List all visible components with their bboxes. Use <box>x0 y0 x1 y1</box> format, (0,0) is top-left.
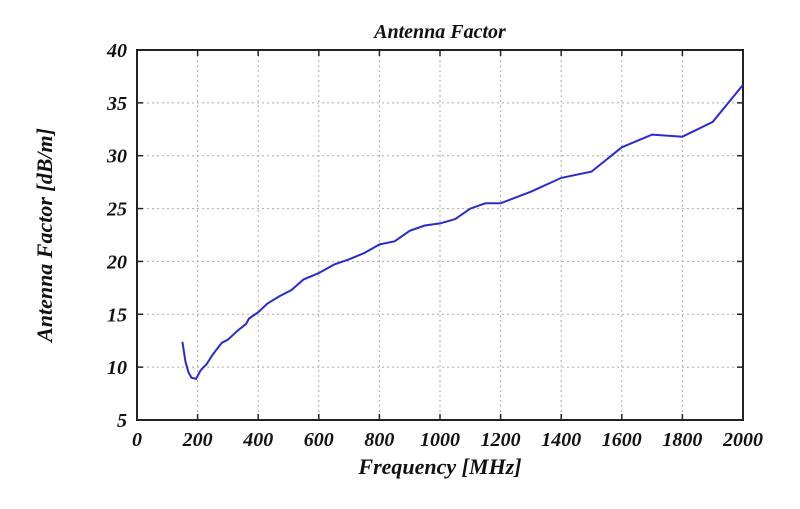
y-tick-label: 15 <box>107 304 127 326</box>
y-tick-label: 5 <box>117 410 127 432</box>
y-tick-label: 25 <box>106 199 127 221</box>
x-tick-label: 1000 <box>420 429 460 451</box>
y-tick-label: 20 <box>106 251 127 273</box>
x-tick-label: 800 <box>364 429 394 451</box>
y-tick-label: 35 <box>106 93 127 115</box>
y-tick-label: 40 <box>106 40 127 62</box>
grid <box>137 50 743 420</box>
x-tick-label: 1200 <box>481 429 521 451</box>
x-tick-label: 2000 <box>722 429 763 451</box>
x-tick-label: 400 <box>242 429 273 451</box>
ticks: 0 200 400 600 800 1000 1200 1400 1600 1800 2000 5 10… <box>106 40 763 451</box>
chart-title: Antenna Factor <box>372 21 506 43</box>
x-tick-label: 600 <box>304 429 334 451</box>
x-tick-label: 1400 <box>541 429 581 451</box>
x-axis-label: Frequency [MHz] <box>357 454 521 479</box>
series-line-antenna-factor <box>181 84 744 380</box>
x-tick-label: 0 <box>132 429 142 451</box>
x-tick-label: 1600 <box>602 429 642 451</box>
x-tick-label: 200 <box>182 429 213 451</box>
y-tick-label: 30 <box>106 146 127 168</box>
y-axis-label: Antenna Factor [dB/m] <box>32 128 57 344</box>
y-tick-label: 10 <box>107 357 127 379</box>
x-tick-label: 1800 <box>662 429 702 451</box>
